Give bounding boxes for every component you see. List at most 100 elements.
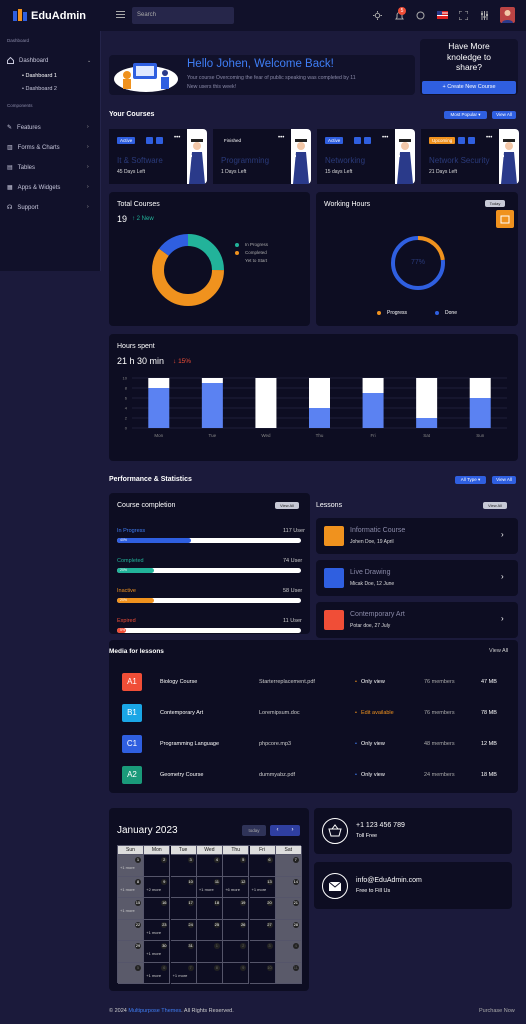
- calendar-more-link[interactable]: +1 more: [120, 886, 135, 892]
- fullscreen-icon[interactable]: [459, 11, 468, 20]
- gear-icon[interactable]: [156, 137, 163, 144]
- chevron-right-icon[interactable]: ›: [501, 530, 504, 539]
- calendar-day[interactable]: 6 +1 more: [144, 962, 171, 984]
- lock-icon[interactable]: [354, 137, 361, 144]
- media-file[interactable]: phpcore.mp3: [259, 741, 292, 747]
- calendar-day[interactable]: 17: [170, 898, 197, 920]
- calendar-day[interactable]: 14: [275, 876, 302, 898]
- calendar-day[interactable]: 13 +1 more: [249, 876, 276, 898]
- calendar-day[interactable]: 8 +1 more: [118, 876, 144, 898]
- calendar-more-link[interactable]: +6 more: [225, 886, 240, 892]
- media-view-all-link[interactable]: View All: [489, 648, 509, 654]
- media-file[interactable]: dummyabz.pdf: [259, 772, 296, 778]
- calendar-day[interactable]: 15 +1 more: [118, 898, 144, 920]
- calendar-day[interactable]: 10: [170, 876, 197, 898]
- calendar-day[interactable]: 24: [170, 919, 197, 941]
- calendar-day[interactable]: 11: [275, 962, 302, 984]
- calendar-day[interactable]: 1: [196, 941, 223, 963]
- course-card[interactable]: Upcoming ••• Network Security 21 Days Left: [421, 129, 519, 184]
- sidebar-item-dashboard-2[interactable]: • Dashboard 2: [22, 86, 57, 92]
- calendar-day[interactable]: 16: [144, 898, 171, 920]
- hamburger-icon[interactable]: [116, 11, 125, 18]
- completion-view-all-button[interactable]: View All: [275, 502, 299, 509]
- phone-number[interactable]: +1 123 456 789: [356, 822, 405, 829]
- calendar-day[interactable]: 10: [249, 962, 276, 984]
- sidebar-item-dashboard[interactable]: Dashboard: [7, 57, 48, 64]
- courses-view-all-button[interactable]: View All: [492, 111, 516, 119]
- lesson-item[interactable]: Contemporary Art Potar doe, 27 July ›: [316, 602, 518, 638]
- lesson-item[interactable]: Informatic Course Johen Doe, 19 April ›: [316, 518, 518, 554]
- settings-sliders-icon[interactable]: [480, 11, 489, 20]
- calendar-day[interactable]: 2: [144, 855, 171, 877]
- calendar-day[interactable]: 21: [275, 898, 302, 920]
- lock-icon[interactable]: [146, 137, 153, 144]
- chevron-right-icon[interactable]: ›: [501, 572, 504, 581]
- calendar-day[interactable]: 1 +1 more: [118, 855, 144, 877]
- chevron-right-icon[interactable]: ›: [501, 614, 504, 623]
- calendar-day[interactable]: 28: [275, 919, 302, 941]
- footer-link[interactable]: Multipurpose Themes: [128, 1008, 182, 1014]
- calendar-more-link[interactable]: +1 more: [120, 865, 135, 870]
- calendar-more-link[interactable]: +1 more: [251, 886, 267, 892]
- calendar-day[interactable]: 7: [275, 855, 302, 877]
- calendar-more-link[interactable]: +1 more: [120, 908, 135, 913]
- calendar-day[interactable]: 31: [170, 941, 197, 963]
- calendar-more-link[interactable]: +1 more: [146, 951, 162, 956]
- calendar-day[interactable]: 18: [196, 898, 223, 920]
- calendar-day[interactable]: 12 +6 more: [223, 876, 250, 898]
- flag-icon[interactable]: [437, 11, 448, 19]
- calendar-day[interactable]: 9: [223, 962, 250, 984]
- calendar-day[interactable]: 3: [170, 855, 197, 877]
- lesson-item[interactable]: Live Drawing Micak Doe, 12 June ›: [316, 560, 518, 596]
- course-card[interactable]: Active ••• It & Software 45 Days Left: [109, 129, 207, 184]
- calendar-day[interactable]: 20: [249, 898, 276, 920]
- sidebar-item-apps-widgets[interactable]: ▦ Apps & Widgets: [7, 184, 61, 192]
- calendar-day[interactable]: 19: [223, 898, 250, 920]
- calendar-day[interactable]: 6: [249, 855, 276, 877]
- sidebar-item-forms-charts[interactable]: ▥ Forms & Charts: [7, 144, 60, 152]
- more-options-icon[interactable]: •••: [486, 135, 493, 141]
- calendar-day[interactable]: 7 +1 more: [170, 962, 197, 984]
- create-course-button[interactable]: + Create New Course: [422, 81, 516, 94]
- calendar-day[interactable]: 5: [118, 962, 144, 984]
- search-input[interactable]: Search: [132, 7, 234, 24]
- course-card[interactable]: Finished ••• Programming 1 Days Left: [213, 129, 311, 184]
- calendar-more-link[interactable]: +1 more: [146, 972, 162, 978]
- avatar[interactable]: [500, 7, 515, 23]
- calendar-day[interactable]: 22: [118, 919, 144, 941]
- next-month-icon[interactable]: ›: [291, 827, 294, 833]
- calendar-day[interactable]: 8: [196, 962, 223, 984]
- sidebar-item-tables[interactable]: ▤ Tables: [7, 164, 36, 172]
- sidebar-item-support[interactable]: ☊ Support: [7, 204, 39, 212]
- calendar-more-link[interactable]: +1 more: [172, 972, 188, 978]
- all-type-dropdown[interactable]: All Type ▾: [455, 476, 486, 484]
- sidebar-item-dashboard-1[interactable]: • Dashboard 1: [22, 73, 57, 79]
- lock-icon[interactable]: [458, 137, 465, 144]
- calendar-day[interactable]: 30 +1 more: [144, 941, 171, 963]
- today-button[interactable]: today: [242, 825, 266, 836]
- course-card[interactable]: Active ••• Networking 15 days Left: [317, 129, 415, 184]
- today-toggle[interactable]: Today: [485, 200, 505, 207]
- calendar-more-link[interactable]: +1 more: [198, 886, 214, 892]
- calendar-day[interactable]: 4: [275, 941, 302, 963]
- calendar-day[interactable]: 25: [196, 919, 223, 941]
- sidebar-item-features[interactable]: ✎ Features: [7, 124, 41, 132]
- calendar-day[interactable]: 27: [249, 919, 276, 941]
- calendar-day[interactable]: 23 +1 more: [144, 919, 171, 941]
- calendar-more-link[interactable]: +1 more: [146, 929, 162, 935]
- calendar-day[interactable]: 29: [118, 941, 144, 963]
- gear-icon[interactable]: [364, 137, 371, 144]
- purchase-now-link[interactable]: Purchase Now: [479, 1008, 515, 1014]
- most-popular-dropdown[interactable]: Most Popular ▾: [444, 111, 487, 119]
- calendar-more-link[interactable]: +2 more: [146, 886, 162, 892]
- sun-icon[interactable]: [373, 11, 382, 20]
- calendar-day[interactable]: 2: [223, 941, 250, 963]
- calendar-day[interactable]: 11 +1 more: [196, 876, 223, 898]
- calendar-day[interactable]: 3: [249, 941, 276, 963]
- chat-icon[interactable]: [416, 11, 425, 20]
- gear-icon[interactable]: [468, 137, 475, 144]
- media-file[interactable]: Starterreplacement.pdf: [259, 679, 315, 685]
- more-options-icon[interactable]: •••: [278, 135, 285, 141]
- calendar-day[interactable]: 4: [196, 855, 223, 877]
- lessons-view-all-button[interactable]: View All: [483, 502, 507, 509]
